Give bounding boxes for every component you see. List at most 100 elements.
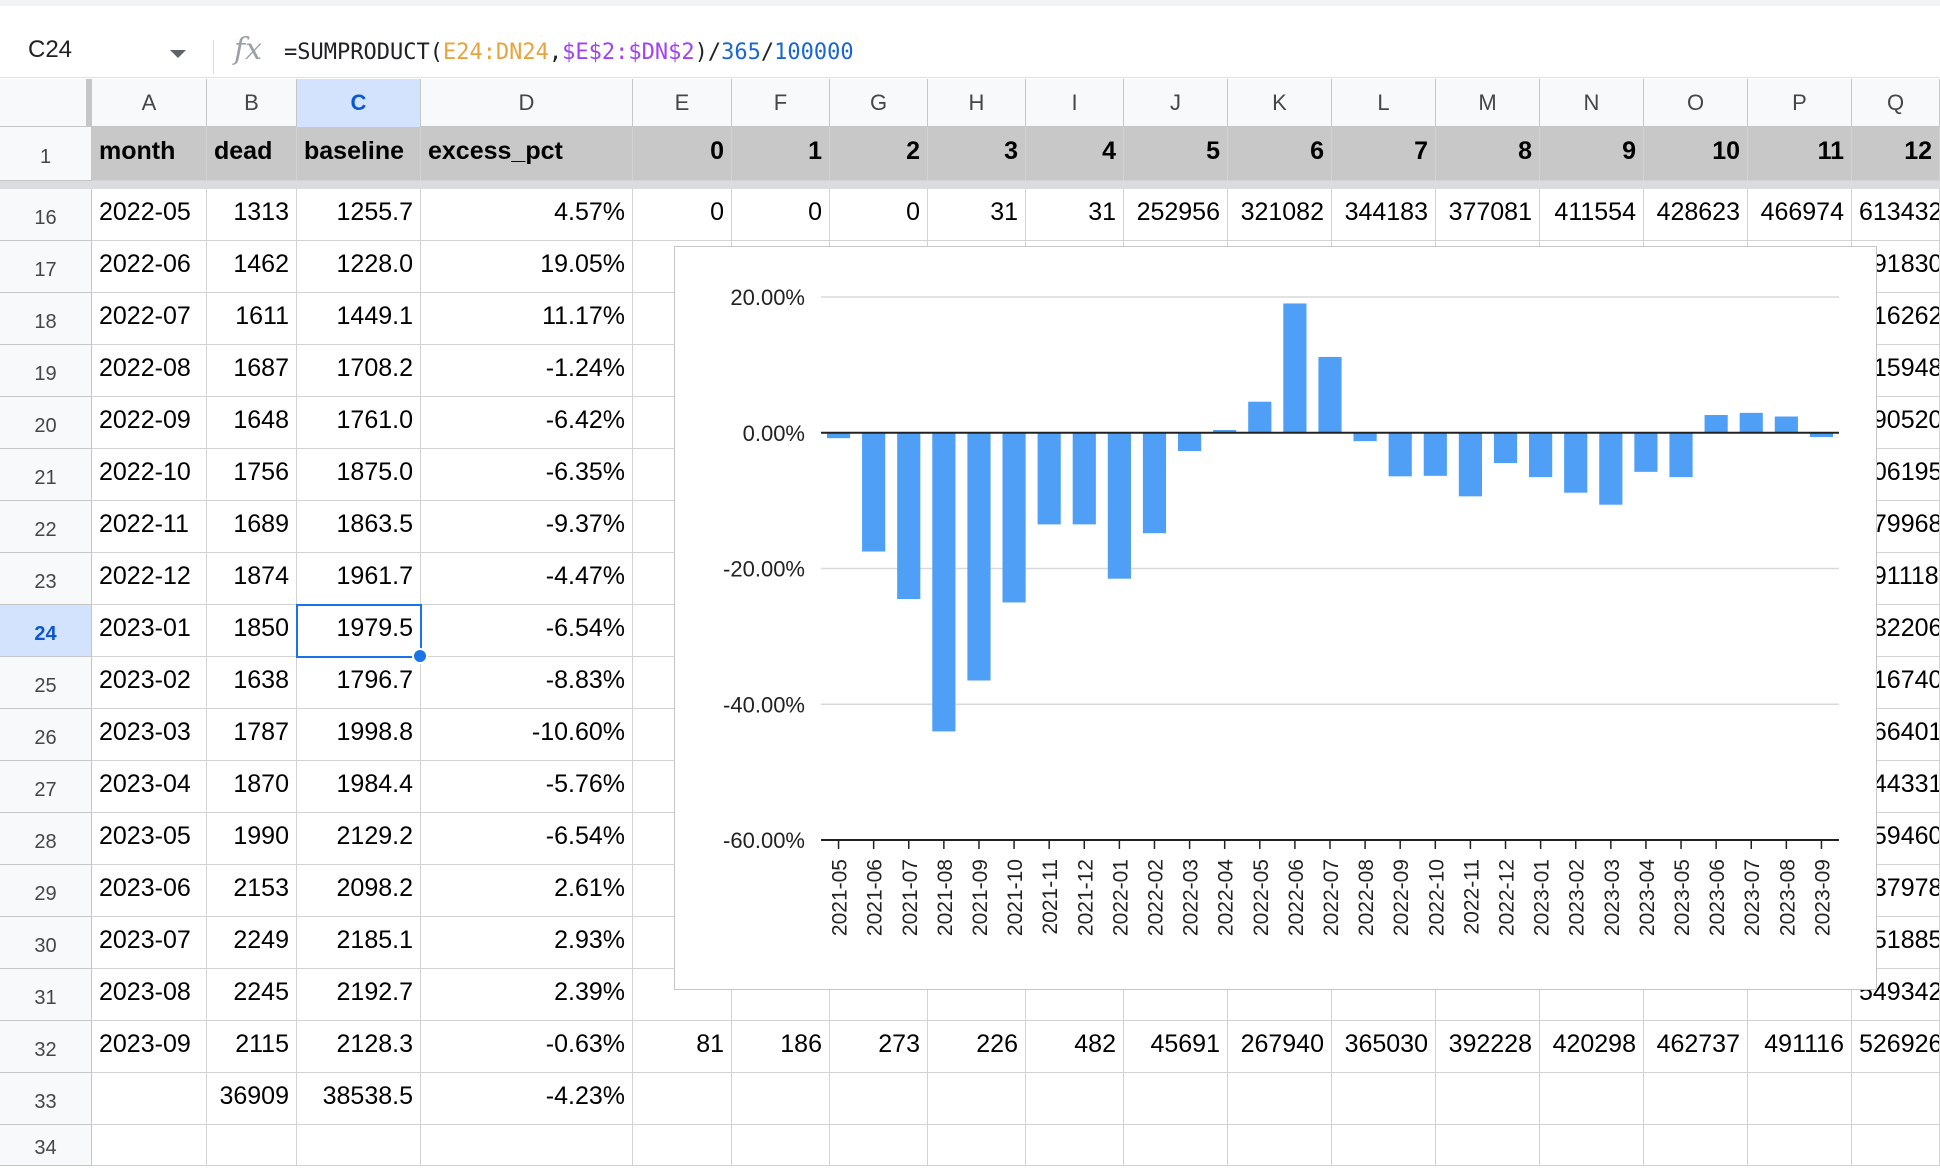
table-cell[interactable]: 273 xyxy=(830,1021,928,1073)
table-cell[interactable] xyxy=(1332,1125,1436,1166)
chevron-down-icon[interactable] xyxy=(170,50,186,58)
table-cell[interactable]: 1990 xyxy=(207,813,297,865)
table-cell[interactable]: 2022-12 xyxy=(92,553,207,605)
table-cell[interactable]: 613432 xyxy=(1852,189,1940,241)
table-cell[interactable] xyxy=(1644,1125,1748,1166)
row-header[interactable]: 34 xyxy=(0,1125,92,1166)
row-header[interactable]: 28 xyxy=(0,813,92,865)
row-header[interactable]: 16 xyxy=(0,189,92,241)
table-cell[interactable] xyxy=(928,969,1026,1021)
table-cell[interactable]: 2023-08 xyxy=(92,969,207,1021)
header-cell[interactable]: 5 xyxy=(1124,127,1228,181)
table-cell[interactable]: 466974 xyxy=(1748,189,1852,241)
table-cell[interactable] xyxy=(1026,969,1124,1021)
table-cell[interactable]: 36909 xyxy=(207,1073,297,1125)
table-cell[interactable]: 2.61% xyxy=(421,865,633,917)
table-cell[interactable]: 2022-05 xyxy=(92,189,207,241)
header-cell[interactable]: month xyxy=(92,127,207,181)
chart[interactable]: 20.00% 0.00% -20.00% -40.00% -60.00% 2021-05 2… xyxy=(674,246,1877,990)
header-cell[interactable]: 10 xyxy=(1644,127,1748,181)
table-cell[interactable]: 462737 xyxy=(1644,1021,1748,1073)
row-header[interactable]: 17 xyxy=(0,241,92,293)
table-cell[interactable] xyxy=(1748,969,1852,1021)
table-cell[interactable]: 31 xyxy=(1026,189,1124,241)
table-cell[interactable] xyxy=(297,1125,421,1166)
table-cell[interactable]: 491116 xyxy=(1748,1021,1852,1073)
table-cell[interactable]: -0.63% xyxy=(421,1021,633,1073)
column-header-i[interactable]: I xyxy=(1026,79,1124,127)
table-cell[interactable] xyxy=(421,1125,633,1166)
table-cell[interactable] xyxy=(1748,1125,1852,1166)
table-cell[interactable] xyxy=(633,1125,732,1166)
table-cell[interactable]: 2022-07 xyxy=(92,293,207,345)
table-cell[interactable]: 2022-08 xyxy=(92,345,207,397)
table-cell[interactable]: 4.57% xyxy=(421,189,633,241)
table-cell[interactable]: -10.60% xyxy=(421,709,633,761)
column-header-l[interactable]: L xyxy=(1332,79,1436,127)
table-cell[interactable]: 321082 xyxy=(1228,189,1332,241)
table-cell[interactable]: 2.39% xyxy=(421,969,633,1021)
header-cell[interactable]: 0 xyxy=(633,127,732,181)
table-cell[interactable] xyxy=(92,1073,207,1125)
table-cell[interactable] xyxy=(1540,1073,1644,1125)
row-header[interactable]: 32 xyxy=(0,1021,92,1073)
row-header[interactable]: 30 xyxy=(0,917,92,969)
table-cell[interactable]: 226 xyxy=(928,1021,1026,1073)
table-cell[interactable]: 1611 xyxy=(207,293,297,345)
table-cell[interactable]: -5.76% xyxy=(421,761,633,813)
table-cell[interactable] xyxy=(1332,1073,1436,1125)
column-header-b[interactable]: B xyxy=(207,79,297,127)
row-header[interactable]: 21 xyxy=(0,449,92,501)
table-cell[interactable] xyxy=(633,1073,732,1125)
header-cell[interactable]: 6 xyxy=(1228,127,1332,181)
table-cell[interactable]: 267940 xyxy=(1228,1021,1332,1073)
table-cell[interactable] xyxy=(1436,1125,1540,1166)
formula-input[interactable]: =SUMPRODUCT(E24:DN24,$E$2:$DN$2)/365/100… xyxy=(284,40,854,65)
table-cell[interactable]: 1648 xyxy=(207,397,297,449)
table-cell[interactable]: -4.47% xyxy=(421,553,633,605)
table-cell[interactable]: -4.23% xyxy=(421,1073,633,1125)
header-cell[interactable]: 2 xyxy=(830,127,928,181)
table-cell[interactable]: 365030 xyxy=(1332,1021,1436,1073)
table-cell[interactable] xyxy=(830,1073,928,1125)
table-cell[interactable] xyxy=(1228,1125,1332,1166)
table-cell[interactable]: 1255.7 xyxy=(297,189,421,241)
table-cell[interactable]: 2022-10 xyxy=(92,449,207,501)
column-header-n[interactable]: N xyxy=(1540,79,1644,127)
table-cell[interactable]: 2023-04 xyxy=(92,761,207,813)
column-header-j[interactable]: J xyxy=(1124,79,1228,127)
table-cell[interactable]: 1870 xyxy=(207,761,297,813)
table-cell[interactable]: 2022-06 xyxy=(92,241,207,293)
table-cell[interactable] xyxy=(830,1125,928,1166)
table-cell[interactable] xyxy=(928,1073,1026,1125)
row-header[interactable]: 26 xyxy=(0,709,92,761)
header-cell[interactable]: 9 xyxy=(1540,127,1644,181)
table-cell[interactable]: 2022-09 xyxy=(92,397,207,449)
table-cell[interactable]: 1850 xyxy=(207,605,297,657)
table-cell[interactable] xyxy=(207,1125,297,1166)
table-cell[interactable] xyxy=(1644,1073,1748,1125)
table-cell[interactable]: 2023-06 xyxy=(92,865,207,917)
table-cell[interactable]: 252956 xyxy=(1124,189,1228,241)
table-cell[interactable]: 81 xyxy=(633,1021,732,1073)
table-cell[interactable] xyxy=(830,969,928,1021)
table-cell[interactable]: 1874 xyxy=(207,553,297,605)
table-cell[interactable]: -8.83% xyxy=(421,657,633,709)
table-cell[interactable]: 2023-09 xyxy=(92,1021,207,1073)
select-all-corner[interactable] xyxy=(0,79,92,127)
table-cell[interactable] xyxy=(1436,1073,1540,1125)
column-header-q[interactable]: Q xyxy=(1852,79,1940,127)
header-cell[interactable]: baseline xyxy=(297,127,421,181)
table-cell[interactable]: 1449.1 xyxy=(297,293,421,345)
freeze-divider[interactable] xyxy=(0,181,1940,189)
table-cell[interactable]: 377081 xyxy=(1436,189,1540,241)
table-cell[interactable] xyxy=(1228,969,1332,1021)
table-cell[interactable]: -6.54% xyxy=(421,813,633,865)
table-cell[interactable]: -6.42% xyxy=(421,397,633,449)
table-cell[interactable]: 428623 xyxy=(1644,189,1748,241)
table-cell[interactable]: 186 xyxy=(732,1021,830,1073)
table-cell[interactable]: 1961.7 xyxy=(297,553,421,605)
table-cell[interactable] xyxy=(1540,1125,1644,1166)
table-cell[interactable]: 1998.8 xyxy=(297,709,421,761)
table-cell[interactable]: 1228.0 xyxy=(297,241,421,293)
